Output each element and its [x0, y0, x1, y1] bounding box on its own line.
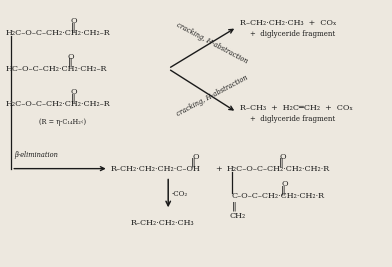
Text: O: O	[71, 88, 78, 96]
Text: O: O	[71, 17, 78, 25]
Text: R–CH₂·CH₂·CH₂·C–OH: R–CH₂·CH₂·CH₂·C–OH	[111, 165, 200, 173]
Text: H₂C–O–C–CH₂·CH₂·CH₂–R: H₂C–O–C–CH₂·CH₂·CH₂–R	[5, 100, 110, 108]
Text: O: O	[281, 180, 288, 189]
Text: H₂C–O–C–CH₂·CH₂·CH₂·R: H₂C–O–C–CH₂·CH₂·CH₂·R	[227, 165, 330, 173]
Text: cracking, H-abstraction: cracking, H-abstraction	[175, 73, 249, 118]
Text: ‖: ‖	[232, 202, 236, 211]
Text: O: O	[279, 153, 286, 161]
Text: R–CH₂·CH₂·CH₃  +  COₓ: R–CH₂·CH₂·CH₃ + COₓ	[240, 19, 336, 27]
Text: ‖: ‖	[278, 158, 283, 167]
Text: +: +	[215, 165, 221, 173]
Text: C–O–C–CH₂·CH₂·CH₂·R: C–O–C–CH₂·CH₂·CH₂·R	[232, 192, 325, 200]
Text: ‖: ‖	[71, 94, 76, 103]
Text: +  diglyceride fragment: + diglyceride fragment	[250, 30, 335, 38]
Text: (R = η-C₁₄H₂‹): (R = η-C₁₄H₂‹)	[39, 118, 86, 126]
Text: H₂C–O–C–CH₂·CH₂·CH₂–R: H₂C–O–C–CH₂·CH₂·CH₂–R	[5, 29, 110, 37]
Text: O: O	[68, 53, 74, 61]
Text: CH₂: CH₂	[230, 212, 246, 220]
Text: -CO₂: -CO₂	[172, 190, 188, 198]
Text: R–CH₃  +  H₂C═CH₂  +  COₓ: R–CH₃ + H₂C═CH₂ + COₓ	[240, 104, 352, 112]
Text: R–CH₂·CH₂·CH₃: R–CH₂·CH₂·CH₃	[131, 219, 194, 227]
Text: ‖: ‖	[191, 158, 196, 167]
Text: ‖: ‖	[280, 186, 285, 195]
Text: ‖: ‖	[71, 22, 76, 32]
Text: cracking, H-abstraction: cracking, H-abstraction	[175, 21, 249, 65]
Text: O: O	[192, 153, 199, 161]
Text: β-elimination: β-elimination	[14, 151, 58, 159]
Text: +  diglyceride fragment: + diglyceride fragment	[250, 115, 335, 123]
Text: ‖: ‖	[68, 58, 73, 68]
Text: HC–O–C–CH₂·CH₂·CH₂–R: HC–O–C–CH₂·CH₂·CH₂–R	[5, 65, 107, 73]
